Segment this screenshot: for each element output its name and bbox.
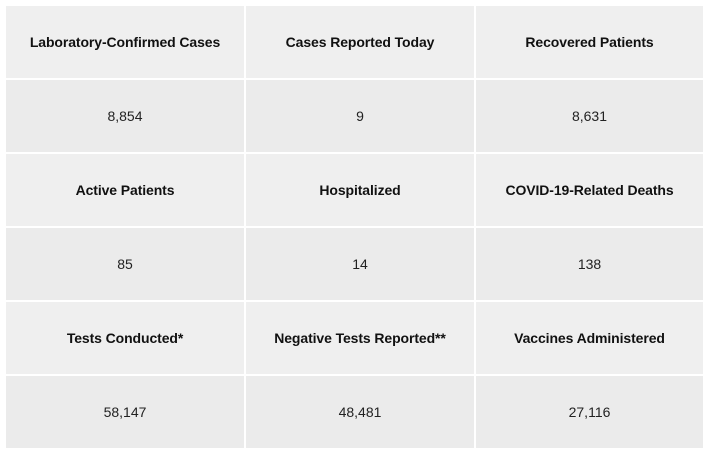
value-tests-conducted: 58,147 bbox=[4, 374, 246, 450]
value-hospitalized: 14 bbox=[244, 226, 476, 302]
header-covid-related-deaths: COVID-19-Related Deaths bbox=[474, 152, 705, 228]
value-row-1: 8,854 9 8,631 bbox=[4, 78, 705, 154]
value-active-patients: 85 bbox=[4, 226, 246, 302]
value-row-3: 58,147 48,481 27,116 bbox=[4, 374, 705, 450]
header-tests-conducted: Tests Conducted* bbox=[4, 300, 246, 376]
header-vaccines-administered: Vaccines Administered bbox=[474, 300, 705, 376]
value-negative-tests-reported: 48,481 bbox=[244, 374, 476, 450]
header-cases-reported-today: Cases Reported Today bbox=[244, 4, 476, 80]
value-recovered-patients: 8,631 bbox=[474, 78, 705, 154]
header-row-3: Tests Conducted* Negative Tests Reported… bbox=[4, 300, 705, 376]
value-row-2: 85 14 138 bbox=[4, 226, 705, 302]
header-row-2: Active Patients Hospitalized COVID-19-Re… bbox=[4, 152, 705, 228]
header-recovered-patients: Recovered Patients bbox=[474, 4, 705, 80]
header-hospitalized: Hospitalized bbox=[244, 152, 476, 228]
header-row-1: Laboratory-Confirmed Cases Cases Reporte… bbox=[4, 4, 705, 80]
value-laboratory-confirmed-cases: 8,854 bbox=[4, 78, 246, 154]
value-covid-related-deaths: 138 bbox=[474, 226, 705, 302]
header-negative-tests-reported: Negative Tests Reported** bbox=[244, 300, 476, 376]
header-active-patients: Active Patients bbox=[4, 152, 246, 228]
value-vaccines-administered: 27,116 bbox=[474, 374, 705, 450]
covid-stats-table: Laboratory-Confirmed Cases Cases Reporte… bbox=[4, 4, 705, 450]
value-cases-reported-today: 9 bbox=[244, 78, 476, 154]
header-laboratory-confirmed-cases: Laboratory-Confirmed Cases bbox=[4, 4, 246, 80]
